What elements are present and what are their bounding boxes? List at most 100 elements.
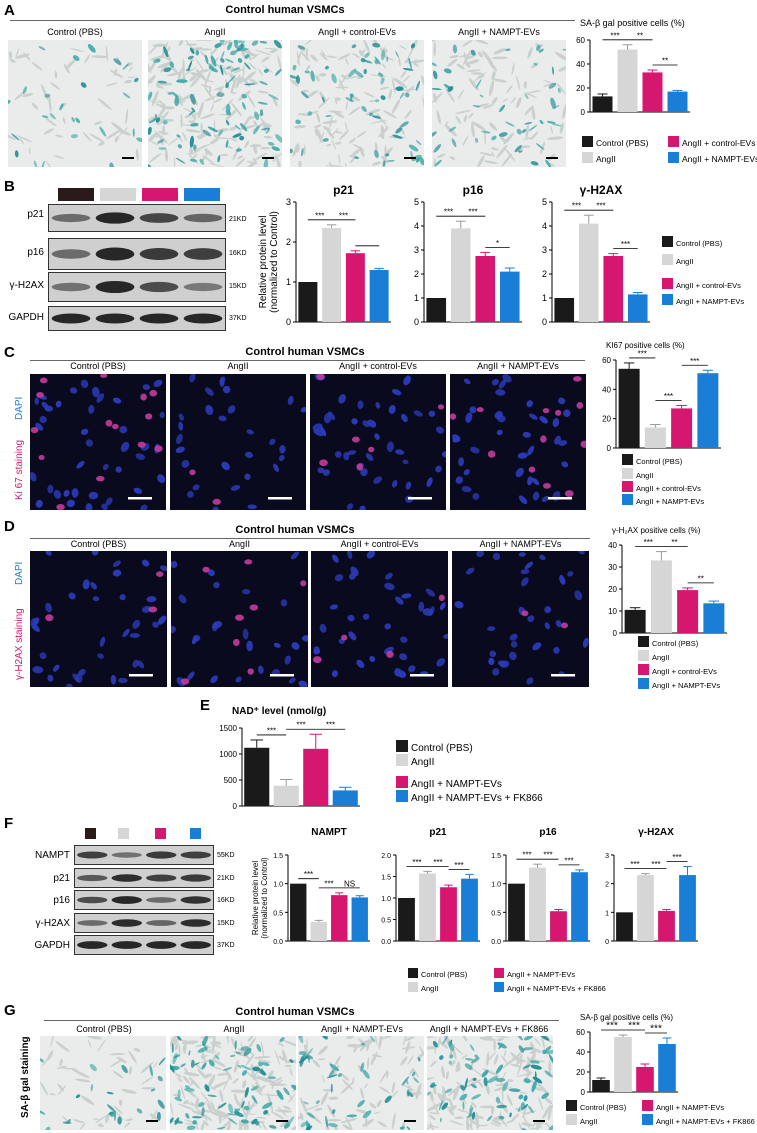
western-blot-band-strip — [48, 306, 226, 331]
sa-beta-gal-side-label: SA-β gal staining — [20, 1036, 31, 1118]
ki67-stain-label: Ki 67 staining — [14, 439, 25, 500]
legend-label: Control (PBS) — [596, 138, 649, 148]
panel-c-col-label: AngII — [227, 361, 249, 371]
y-tick-label: 0 — [542, 317, 547, 327]
panel-a-col-label: Control (PBS) — [47, 27, 103, 37]
western-blot-band — [183, 213, 223, 223]
blot-label: NAMPT — [35, 850, 70, 861]
y-tick-label: 3 — [605, 853, 609, 860]
y-tick-label: 20 — [602, 415, 611, 424]
bar — [578, 223, 599, 322]
legend-swatch — [494, 968, 504, 978]
western-blot-band — [77, 874, 108, 882]
y-axis-label: Relative protein level(normalized to Con… — [258, 211, 280, 313]
bar — [351, 897, 368, 941]
bar — [398, 898, 415, 941]
chart-title: γ-H₂AX positive cells (%) — [612, 526, 701, 535]
significance-label: *** — [628, 1021, 640, 1032]
legend-swatch — [662, 254, 673, 265]
legend-swatch — [638, 678, 649, 689]
significance-label: *** — [296, 721, 305, 730]
panel-f-label: F — [4, 815, 14, 832]
chart-title: SA-β gal positive cells (%) — [580, 1013, 673, 1022]
legend-label: AngII — [411, 757, 434, 768]
bar — [603, 256, 624, 322]
significance-label: *** — [610, 31, 619, 40]
scale-bar — [276, 1120, 288, 1122]
legend-label: AngII — [421, 984, 439, 993]
scale-bar — [270, 674, 294, 677]
bar — [298, 282, 318, 322]
bar — [303, 748, 329, 806]
chart-title: SA-β gal positive cells (%) — [580, 18, 685, 28]
western-blot-band-strip — [74, 890, 214, 910]
scale-bar — [546, 157, 558, 159]
panel-g-label: G — [4, 1002, 16, 1019]
legend-label: AngII + NAMPT-EVs + FK866 — [656, 1117, 755, 1126]
bar — [658, 910, 675, 941]
chart-title: p16 — [463, 183, 484, 197]
significance-label: *** — [572, 202, 581, 211]
sa-beta-gal-image — [427, 1036, 553, 1130]
scale-bar — [129, 674, 153, 677]
panel-g-col-label: AngII + NAMPT-EVs + FK866 — [429, 1024, 549, 1034]
panel-g-col-label: AngII — [223, 1024, 245, 1034]
western-blot-band — [139, 213, 179, 223]
chart-b-p21: p21 0 1 2 3 Relative protein level(normalized… — [258, 183, 391, 327]
bar — [679, 875, 696, 941]
panel-c-col-label: AngII + control-EVs — [339, 361, 417, 371]
bar — [310, 922, 327, 941]
blot-label: γ-H2AX — [9, 280, 44, 291]
panel-a-col-label: AngII + NAMPT-EVs — [458, 27, 540, 37]
significance-label: ** — [637, 31, 643, 40]
condition-swatch — [58, 188, 94, 201]
western-blot-band — [95, 212, 135, 224]
legend-swatch — [622, 481, 633, 492]
bar — [642, 72, 663, 112]
scale-bar — [410, 674, 434, 677]
chart-f-p16: p16 0.0 0.5 1.0 1.5 *** *** *** — [491, 827, 590, 946]
legend-label: AngII + control-EVs — [682, 138, 755, 148]
chart-title: NAMPT — [311, 827, 347, 838]
bar — [529, 867, 546, 941]
chart-title: NAD⁺ level (nmol/g) — [232, 706, 326, 717]
legend-swatch — [638, 650, 649, 661]
gh2ax-fluorescence-image — [171, 551, 308, 687]
gh2ax-fluorescence-image — [30, 551, 167, 687]
y-tick-label: 0 — [233, 802, 238, 811]
legend-label: Control (PBS) — [421, 970, 468, 979]
bar — [461, 878, 478, 941]
western-blot-band — [77, 920, 108, 926]
y-tick-label: 1.5 — [381, 875, 391, 882]
western-blot-band — [111, 874, 142, 882]
y-axis-label: Relative protein level(normalized to Con… — [251, 857, 269, 939]
chart-title: p21 — [429, 827, 447, 838]
bar — [697, 373, 719, 448]
significance-label: *** — [606, 1021, 618, 1032]
legend-swatch — [566, 1100, 577, 1111]
western-blot-band — [146, 851, 177, 859]
y-tick-label: 0.5 — [273, 910, 283, 917]
y-tick-label: 0 — [613, 629, 618, 638]
legend-label: Control (PBS) — [580, 1103, 627, 1112]
sa-beta-gal-image — [170, 1036, 296, 1130]
y-tick-label: 3 — [414, 245, 419, 255]
legend-swatch — [408, 968, 418, 978]
legend-label: AngII + NAMPT-EVs + FK866 — [411, 793, 543, 804]
panel-b-label: B — [4, 178, 15, 195]
scale-bar — [146, 1120, 158, 1122]
significance-label: NS — [344, 879, 355, 888]
legend-swatch — [582, 136, 593, 147]
y-tick-label: 60 — [602, 356, 611, 365]
western-blot-band — [183, 282, 223, 292]
panel-f-legend: Control (PBS) AngII AngII + NAMPT-EVs AngII… — [408, 968, 606, 993]
y-tick-label: 0 — [607, 444, 612, 453]
legend-swatch — [582, 152, 593, 163]
legend-label: AngII — [596, 154, 616, 164]
bar — [290, 883, 307, 941]
legend-label: AngII — [580, 1117, 598, 1126]
dapi-stain-label: DAPI — [14, 396, 25, 420]
y-tick-label: 2 — [605, 882, 609, 889]
western-blot-band — [139, 281, 179, 293]
